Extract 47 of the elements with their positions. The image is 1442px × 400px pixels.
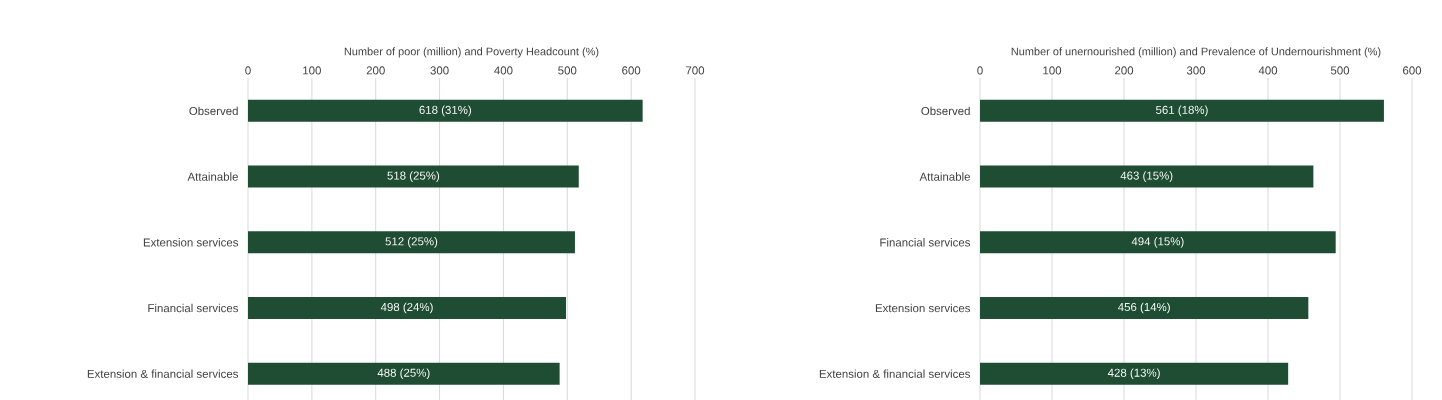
y-tick-label: Financial services [880, 238, 971, 247]
x-tick-label: 0 [977, 66, 983, 75]
bar [980, 99, 1384, 122]
y-tick-label: Extension & financial services [87, 369, 239, 378]
data-label: 561 (18%) [1155, 105, 1208, 117]
y-tick-label: Attainable [187, 172, 238, 181]
x-tick-label: 700 [686, 66, 705, 75]
data-label: 456 (14%) [1118, 302, 1170, 314]
data-label: 498 (24%) [380, 302, 433, 314]
x-tick-label: 600 [1403, 66, 1422, 75]
data-label: 494 (15%) [1131, 236, 1184, 248]
x-tick-label: 600 [622, 66, 641, 75]
x-axis-title: Number of poor (million) and Poverty Headcount (%) [344, 47, 599, 58]
x-tick-label: 0 [245, 66, 251, 75]
x-tick-label: 200 [1115, 66, 1134, 75]
x-tick-label: 300 [430, 66, 449, 75]
data-label: 428 (13%) [1107, 368, 1160, 380]
bar [980, 231, 1336, 254]
bar [980, 165, 1314, 188]
y-tick-label: Extension & financial services [819, 369, 971, 378]
y-tick-label: Observed [189, 106, 238, 116]
data-label: 618 (31%) [419, 105, 472, 117]
bar [980, 362, 1289, 385]
bar [248, 165, 579, 188]
x-tick-label: 400 [1258, 66, 1278, 75]
bar [980, 297, 1309, 319]
x-axis-title: Number of unernourished (million) and Prevalence of Undernourishment (%) [1011, 47, 1381, 58]
x-tick-label: 400 [494, 66, 513, 75]
x-tick-label: 300 [1186, 66, 1206, 75]
bar [248, 231, 575, 254]
data-label: 488 (25%) [377, 368, 430, 380]
bar [248, 297, 567, 319]
y-tick-label: Extension services [143, 238, 239, 247]
x-tick-label: 500 [1330, 66, 1350, 75]
data-label: 512 (25%) [385, 236, 438, 248]
bar [248, 99, 643, 122]
bar [248, 362, 560, 385]
y-tick-label: Extension services [875, 303, 971, 313]
y-tick-label: Observed [921, 106, 970, 116]
x-tick-label: 500 [558, 66, 577, 75]
x-tick-label: 200 [366, 66, 385, 75]
y-tick-label: Attainable [919, 172, 970, 181]
data-label: 518 (25%) [387, 171, 440, 182]
data-label: 463 (15%) [1120, 171, 1173, 182]
x-tick-label: 100 [1043, 66, 1062, 75]
y-tick-label: Financial services [148, 303, 239, 313]
x-tick-label: 100 [303, 66, 321, 75]
